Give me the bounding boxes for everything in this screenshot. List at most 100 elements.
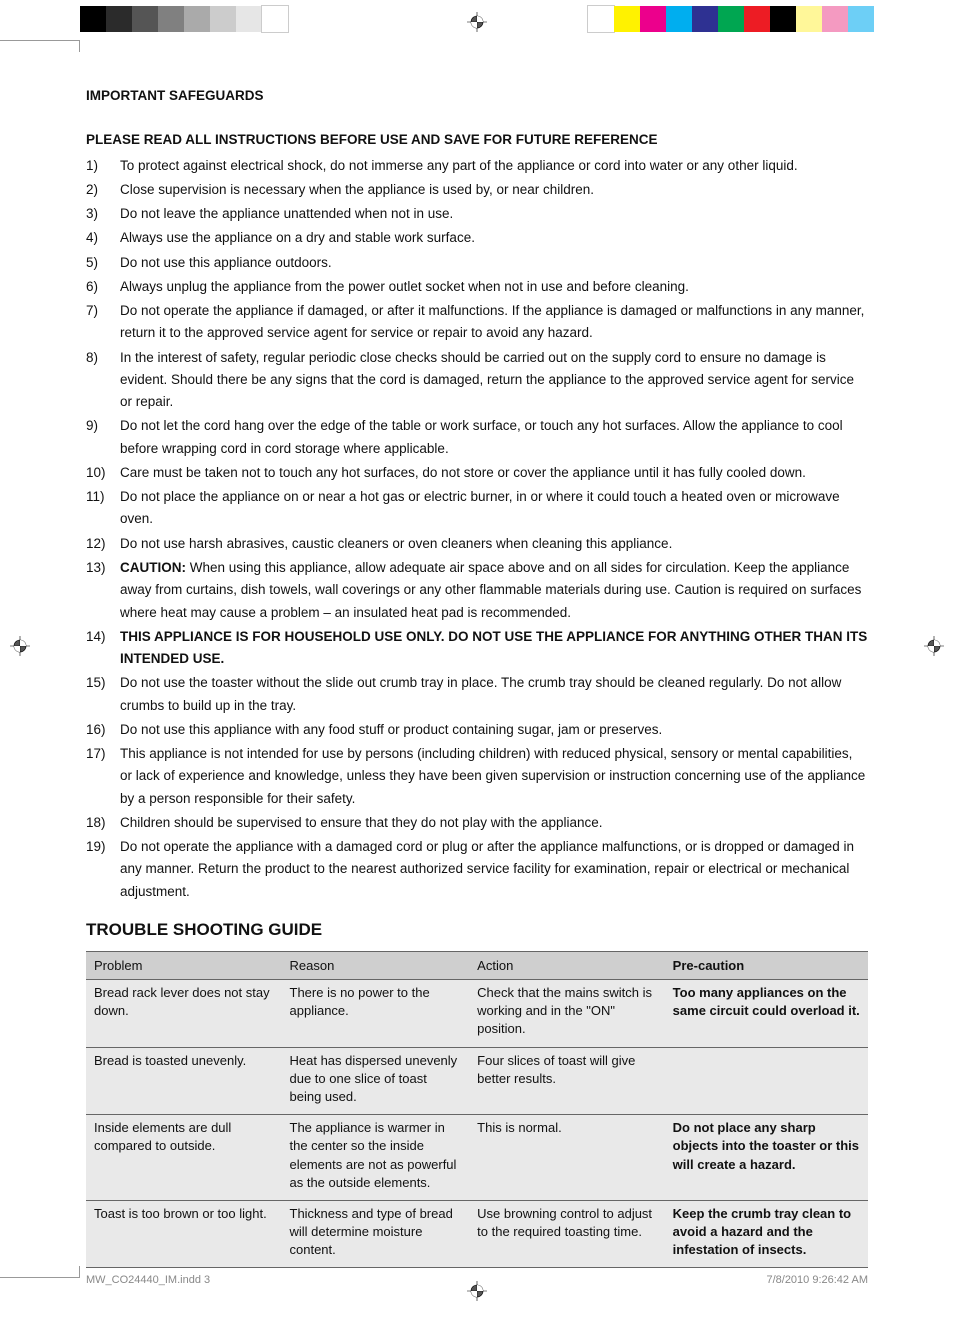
heading-troubleshooting: TROUBLE SHOOTING GUIDE bbox=[86, 917, 868, 943]
troubleshooting-table: ProblemReasonActionPre-caution Bread rac… bbox=[86, 951, 868, 1269]
table-cell: This is normal. bbox=[469, 1115, 665, 1201]
list-text: Care must be taken not to touch any hot … bbox=[120, 462, 868, 484]
list-text: Children should be supervised to ensure … bbox=[120, 812, 868, 834]
color-bar-right bbox=[588, 6, 874, 32]
list-number: 12) bbox=[86, 533, 120, 555]
list-number: 2) bbox=[86, 179, 120, 201]
heading-safeguards: IMPORTANT SAFEGUARDS bbox=[86, 86, 868, 106]
list-text: In the interest of safety, regular perio… bbox=[120, 347, 868, 414]
list-number: 15) bbox=[86, 672, 120, 717]
color-swatch bbox=[158, 6, 184, 32]
table-header: Reason bbox=[282, 951, 470, 980]
list-item: 12)Do not use harsh abrasives, caustic c… bbox=[86, 533, 868, 555]
list-text: CAUTION: When using this appliance, allo… bbox=[120, 557, 868, 624]
list-number: 9) bbox=[86, 415, 120, 460]
list-text: Do not use the toaster without the slide… bbox=[120, 672, 868, 717]
table-cell: Bread is toasted unevenly. bbox=[86, 1047, 282, 1115]
table-cell: There is no power to the appliance. bbox=[282, 980, 470, 1048]
list-item: 5)Do not use this appliance outdoors. bbox=[86, 252, 868, 274]
table-header: Problem bbox=[86, 951, 282, 980]
table-row: Toast is too brown or too light.Thicknes… bbox=[86, 1200, 868, 1268]
color-swatch bbox=[848, 6, 874, 32]
list-item: 8)In the interest of safety, regular per… bbox=[86, 347, 868, 414]
color-swatch bbox=[80, 6, 106, 32]
list-item: 4)Always use the appliance on a dry and … bbox=[86, 227, 868, 249]
list-number: 18) bbox=[86, 812, 120, 834]
table-row: Bread is toasted unevenly.Heat has dispe… bbox=[86, 1047, 868, 1115]
list-number: 7) bbox=[86, 300, 120, 345]
color-swatch bbox=[184, 6, 210, 32]
list-item: 14)THIS APPLIANCE IS FOR HOUSEHOLD USE O… bbox=[86, 626, 868, 671]
table-row: Inside elements are dull compared to out… bbox=[86, 1115, 868, 1201]
list-number: 8) bbox=[86, 347, 120, 414]
crop-mark bbox=[0, 1266, 80, 1278]
list-number: 1) bbox=[86, 155, 120, 177]
color-swatch bbox=[770, 6, 796, 32]
list-item: 13)CAUTION: When using this appliance, a… bbox=[86, 557, 868, 624]
table-cell bbox=[665, 1047, 868, 1115]
list-number: 10) bbox=[86, 462, 120, 484]
list-number: 3) bbox=[86, 203, 120, 225]
list-number: 17) bbox=[86, 743, 120, 810]
list-text: Always unplug the appliance from the pow… bbox=[120, 276, 868, 298]
registration-mark-icon bbox=[467, 12, 487, 37]
list-text: Do not let the cord hang over the edge o… bbox=[120, 415, 868, 460]
list-number: 5) bbox=[86, 252, 120, 274]
crop-mark bbox=[0, 40, 80, 52]
table-cell: Check that the mains switch is working a… bbox=[469, 980, 665, 1048]
list-text: This appliance is not intended for use b… bbox=[120, 743, 868, 810]
list-text: Do not operate the appliance if damaged,… bbox=[120, 300, 868, 345]
color-swatch bbox=[666, 6, 692, 32]
color-bar-left bbox=[80, 6, 288, 32]
list-item: 1)To protect against electrical shock, d… bbox=[86, 155, 868, 177]
list-item: 18)Children should be supervised to ensu… bbox=[86, 812, 868, 834]
table-cell: The appliance is warmer in the center so… bbox=[282, 1115, 470, 1201]
table-cell: Heat has dispersed unevenly due to one s… bbox=[282, 1047, 470, 1115]
color-swatch bbox=[796, 6, 822, 32]
list-number: 11) bbox=[86, 486, 120, 531]
list-text: Do not operate the appliance with a dama… bbox=[120, 836, 868, 903]
list-text: Do not use this appliance with any food … bbox=[120, 719, 868, 741]
list-text: Always use the appliance on a dry and st… bbox=[120, 227, 868, 249]
color-swatch bbox=[262, 6, 288, 32]
color-swatch bbox=[614, 6, 640, 32]
list-number: 14) bbox=[86, 626, 120, 671]
color-swatch bbox=[132, 6, 158, 32]
list-item: 17)This appliance is not intended for us… bbox=[86, 743, 868, 810]
table-row: Bread rack lever does not stay down.Ther… bbox=[86, 980, 868, 1048]
list-item: 6)Always unplug the appliance from the p… bbox=[86, 276, 868, 298]
list-number: 13) bbox=[86, 557, 120, 624]
heading-read-instructions: PLEASE READ ALL INSTRUCTIONS BEFORE USE … bbox=[86, 130, 868, 150]
table-cell: Do not place any sharp objects into the … bbox=[665, 1115, 868, 1201]
color-swatch bbox=[640, 6, 666, 32]
table-cell: Thickness and type of bread will determi… bbox=[282, 1200, 470, 1268]
page-footer: MW_CO24440_IM.indd 3 7/8/2010 9:26:42 AM bbox=[86, 1274, 868, 1286]
list-item: 19)Do not operate the appliance with a d… bbox=[86, 836, 868, 903]
color-swatch bbox=[744, 6, 770, 32]
footer-filename: MW_CO24440_IM.indd 3 bbox=[86, 1274, 210, 1286]
list-number: 16) bbox=[86, 719, 120, 741]
list-text: Do not place the appliance on or near a … bbox=[120, 486, 868, 531]
color-swatch bbox=[236, 6, 262, 32]
list-text: Do not use harsh abrasives, caustic clea… bbox=[120, 533, 868, 555]
color-swatch bbox=[718, 6, 744, 32]
list-number: 19) bbox=[86, 836, 120, 903]
safeguards-list: 1)To protect against electrical shock, d… bbox=[86, 155, 868, 904]
table-cell: Inside elements are dull compared to out… bbox=[86, 1115, 282, 1201]
table-cell: Too many appliances on the same circuit … bbox=[665, 980, 868, 1048]
list-number: 4) bbox=[86, 227, 120, 249]
list-text: THIS APPLIANCE IS FOR HOUSEHOLD USE ONLY… bbox=[120, 626, 868, 671]
color-swatch bbox=[692, 6, 718, 32]
color-swatch bbox=[588, 6, 614, 32]
list-item: 3)Do not leave the appliance unattended … bbox=[86, 203, 868, 225]
color-swatch bbox=[106, 6, 132, 32]
list-item: 10)Care must be taken not to touch any h… bbox=[86, 462, 868, 484]
list-text: Do not use this appliance outdoors. bbox=[120, 252, 868, 274]
table-header: Action bbox=[469, 951, 665, 980]
list-number: 6) bbox=[86, 276, 120, 298]
color-swatch bbox=[822, 6, 848, 32]
list-item: 9)Do not let the cord hang over the edge… bbox=[86, 415, 868, 460]
color-swatch bbox=[210, 6, 236, 32]
list-item: 15)Do not use the toaster without the sl… bbox=[86, 672, 868, 717]
list-item: 7)Do not operate the appliance if damage… bbox=[86, 300, 868, 345]
